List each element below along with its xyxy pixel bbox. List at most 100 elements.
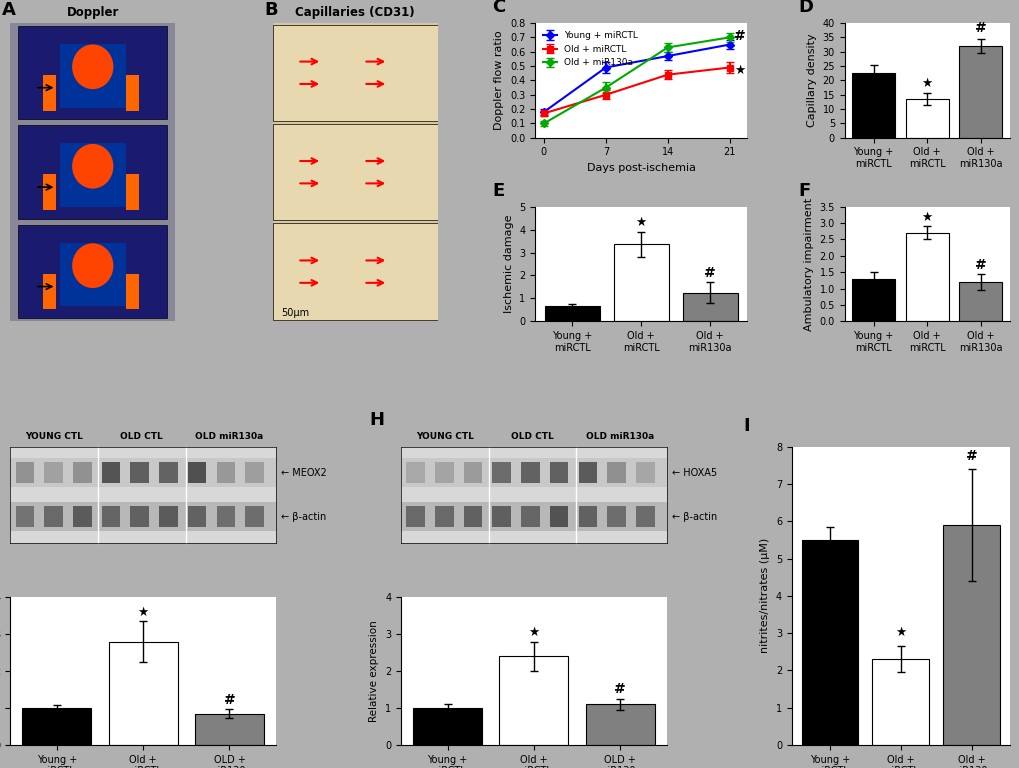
- Text: YOUNG CTL: YOUNG CTL: [416, 432, 474, 441]
- Bar: [549, 506, 568, 527]
- Bar: [400, 458, 666, 487]
- Text: ★: ★: [734, 64, 745, 77]
- Text: OLD miR130a: OLD miR130a: [586, 432, 654, 441]
- Bar: [578, 506, 596, 527]
- Text: ← HOXA5: ← HOXA5: [672, 468, 716, 478]
- Text: OLD miR130a: OLD miR130a: [196, 432, 263, 441]
- Bar: [959, 282, 1002, 321]
- Y-axis label: Ischemic damage: Ischemic damage: [503, 215, 513, 313]
- Text: B: B: [264, 1, 278, 18]
- Bar: [15, 462, 34, 483]
- Bar: [613, 244, 668, 321]
- Text: ← β-actin: ← β-actin: [281, 511, 326, 521]
- Bar: [102, 462, 120, 483]
- Text: A: A: [2, 1, 16, 18]
- Text: YOUNG CTL: YOUNG CTL: [25, 432, 83, 441]
- Bar: [413, 708, 482, 745]
- Text: H: H: [369, 412, 384, 429]
- Text: ★: ★: [895, 626, 906, 639]
- Text: E: E: [492, 182, 504, 200]
- Y-axis label: nitrites/nitrates (μM): nitrites/nitrates (μM): [759, 538, 769, 654]
- Bar: [544, 306, 599, 321]
- Text: ★: ★: [528, 626, 539, 639]
- Bar: [18, 225, 167, 319]
- Bar: [10, 458, 276, 487]
- Bar: [60, 243, 125, 306]
- Bar: [272, 124, 437, 220]
- Ellipse shape: [72, 243, 113, 288]
- Text: #: #: [734, 29, 745, 43]
- Bar: [400, 502, 666, 531]
- Bar: [245, 506, 264, 527]
- Text: F: F: [798, 182, 810, 200]
- Bar: [245, 462, 264, 483]
- Bar: [10, 502, 276, 531]
- Bar: [73, 506, 92, 527]
- Bar: [43, 273, 56, 310]
- Bar: [44, 462, 63, 483]
- Text: Capillaries (CD31): Capillaries (CD31): [296, 5, 415, 18]
- Bar: [125, 273, 139, 310]
- Text: ← MEOX2: ← MEOX2: [281, 468, 327, 478]
- Text: #: #: [703, 266, 715, 280]
- Bar: [130, 462, 149, 483]
- Bar: [60, 44, 125, 108]
- Bar: [187, 462, 206, 483]
- Bar: [216, 462, 235, 483]
- Text: D: D: [798, 0, 812, 16]
- Bar: [102, 506, 120, 527]
- Bar: [22, 708, 92, 745]
- Y-axis label: Doppler flow ratio: Doppler flow ratio: [494, 31, 504, 131]
- Y-axis label: Capillary density: Capillary density: [806, 34, 816, 127]
- Bar: [499, 657, 568, 745]
- Bar: [521, 506, 539, 527]
- Ellipse shape: [72, 45, 113, 89]
- Bar: [60, 144, 125, 207]
- Bar: [406, 462, 425, 483]
- Bar: [636, 462, 654, 483]
- Bar: [959, 46, 1002, 137]
- Bar: [73, 462, 92, 483]
- X-axis label: Days post-ischemia: Days post-ischemia: [586, 163, 695, 173]
- Text: Doppler: Doppler: [66, 5, 119, 18]
- Bar: [871, 659, 928, 745]
- Text: 50μm: 50μm: [280, 309, 309, 319]
- Text: #: #: [974, 257, 985, 272]
- Bar: [108, 641, 177, 745]
- Text: #: #: [965, 449, 976, 463]
- Bar: [682, 293, 737, 321]
- Bar: [578, 462, 596, 483]
- Text: ★: ★: [921, 211, 932, 224]
- Text: OLD CTL: OLD CTL: [511, 432, 553, 441]
- Bar: [435, 462, 453, 483]
- Text: OLD CTL: OLD CTL: [120, 432, 163, 441]
- Bar: [272, 223, 437, 319]
- Bar: [606, 462, 626, 483]
- Bar: [606, 506, 626, 527]
- Bar: [406, 506, 425, 527]
- Bar: [492, 462, 511, 483]
- Bar: [187, 506, 206, 527]
- Legend: Young + miRCTL, Old + miRCTL, Old + miR130a: Young + miRCTL, Old + miRCTL, Old + miR1…: [539, 28, 641, 71]
- Bar: [905, 99, 948, 137]
- Bar: [492, 506, 511, 527]
- Bar: [195, 713, 264, 745]
- Bar: [272, 25, 437, 121]
- Text: ★: ★: [635, 216, 646, 229]
- Y-axis label: Ambulatory impairment: Ambulatory impairment: [803, 197, 813, 330]
- Bar: [636, 506, 654, 527]
- Bar: [130, 506, 149, 527]
- Bar: [851, 73, 895, 137]
- Bar: [905, 233, 948, 321]
- Text: ← β-actin: ← β-actin: [672, 511, 716, 521]
- Bar: [585, 704, 654, 745]
- Ellipse shape: [72, 144, 113, 189]
- Bar: [216, 506, 235, 527]
- Bar: [943, 525, 999, 745]
- Bar: [464, 506, 482, 527]
- Bar: [851, 279, 895, 321]
- Text: I: I: [743, 417, 750, 435]
- Bar: [125, 174, 139, 210]
- Text: ★: ★: [138, 606, 149, 619]
- Bar: [549, 462, 568, 483]
